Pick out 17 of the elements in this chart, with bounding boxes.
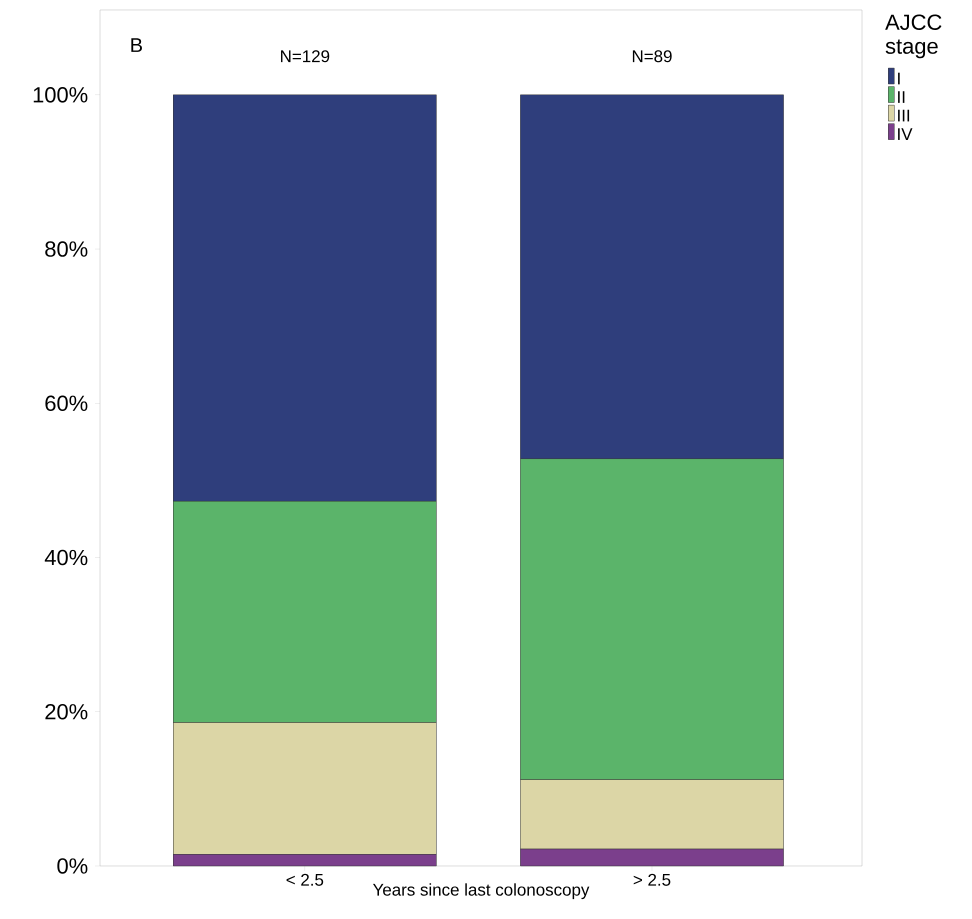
- y-tick-label: 20%: [45, 704, 88, 720]
- annotation: N=89: [632, 50, 672, 62]
- y-tick-label: 100%: [34, 87, 88, 103]
- legend-title: AJCC stage: [885, 14, 942, 58]
- y-tick-label: 0%: [57, 858, 88, 874]
- legend-label: I: [898, 72, 900, 84]
- legend-label: III: [898, 110, 910, 122]
- x-tick-label: > 2.5: [634, 874, 670, 886]
- y-tick-label: 40%: [44, 550, 88, 566]
- annotation: B: [131, 38, 142, 52]
- annotation: N=129: [281, 50, 330, 62]
- x-axis-title: Years since last colonoscopy: [372, 883, 590, 900]
- y-tick-label: 60%: [45, 396, 88, 412]
- y-tick-label: 80%: [45, 241, 88, 257]
- legend-label: IV: [898, 128, 912, 140]
- legend-label: II: [898, 91, 904, 103]
- x-tick-label: < 2.5: [286, 874, 324, 886]
